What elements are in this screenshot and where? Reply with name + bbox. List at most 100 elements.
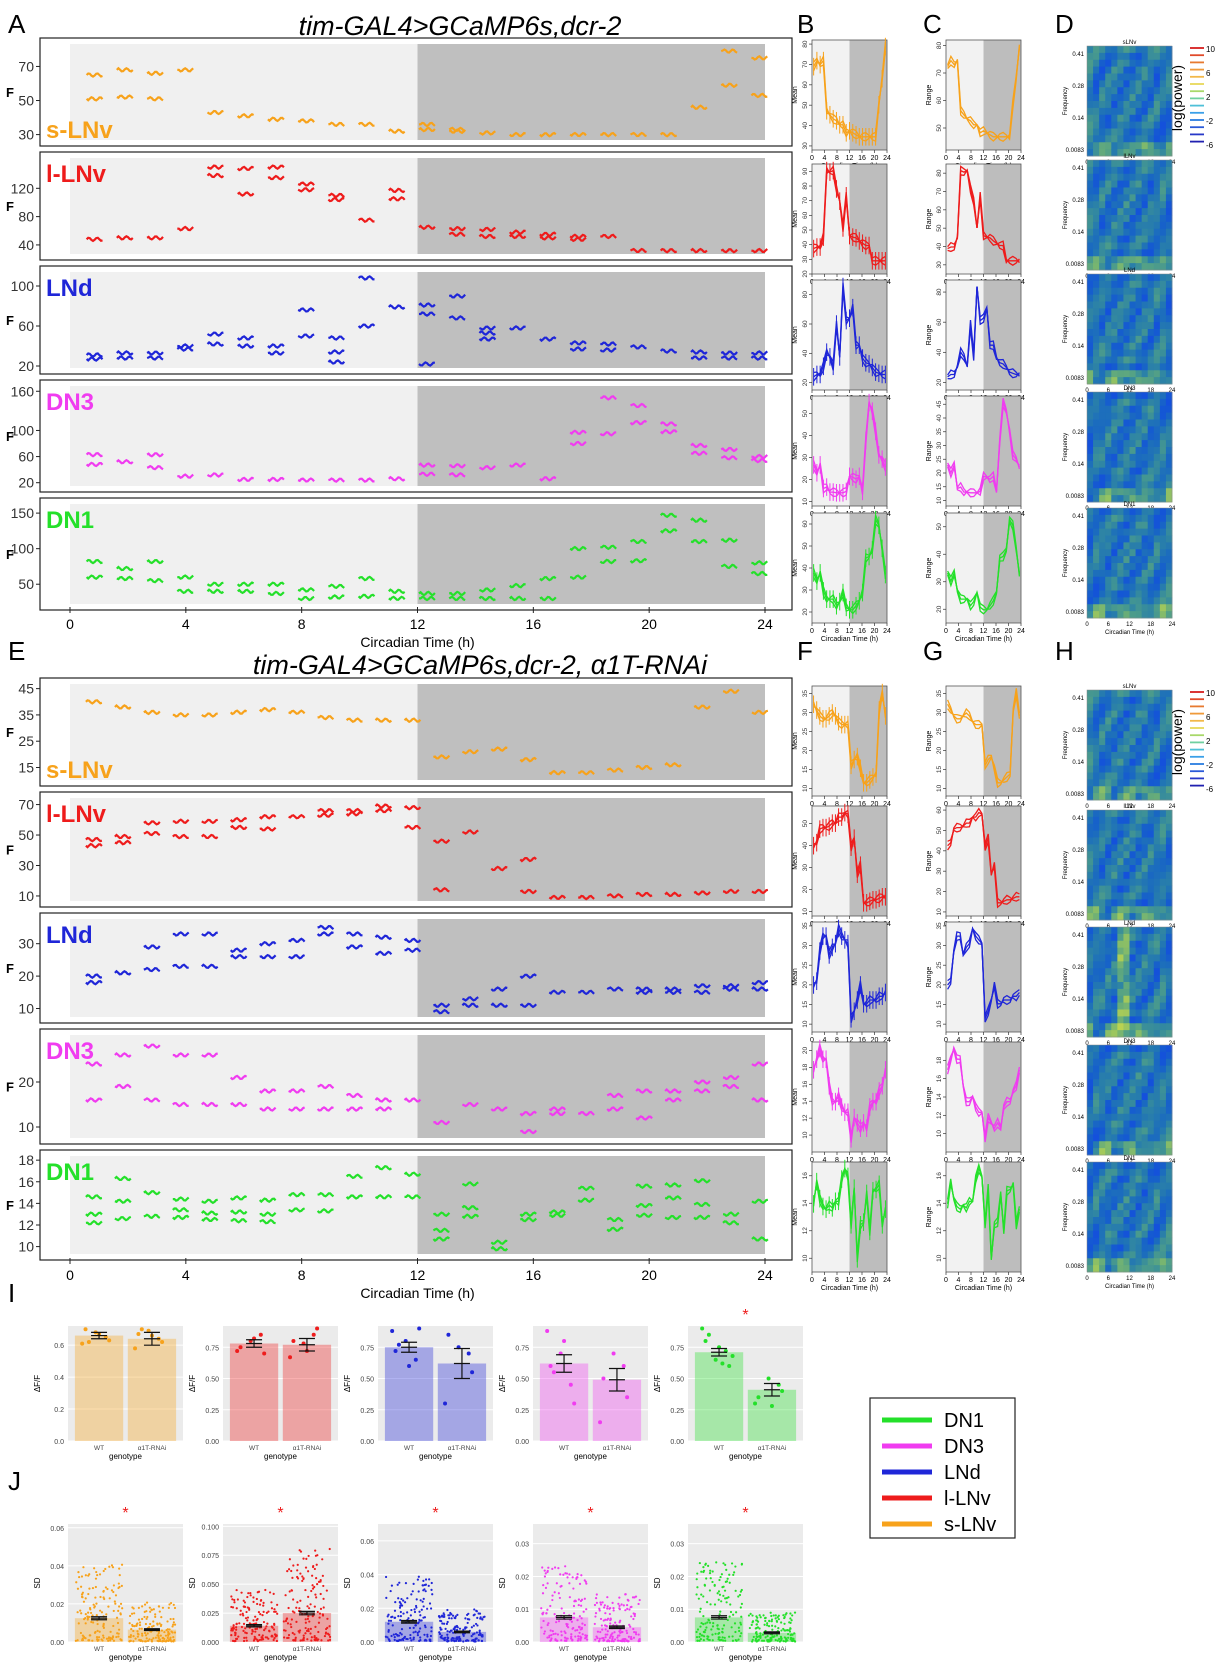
y-axis-label: F [6,547,14,562]
trace-segment [288,813,306,820]
heatmap-cell [1153,440,1161,448]
heatmap-cell [1153,1065,1161,1073]
plot-background [533,1326,648,1441]
heatmap-cell [1087,1230,1094,1239]
trace-segment [659,348,678,354]
data-point [317,1621,321,1624]
x-tick-label: 12 [410,616,426,632]
heatmap-cell [1153,1265,1161,1273]
heatmap-cell [1141,52,1149,61]
heatmap-cell [1117,1134,1124,1142]
data-point [242,1605,246,1608]
heatmap-cell [1141,975,1149,983]
x-tick-label: 0 [1085,388,1089,394]
heatmap-cell [1153,968,1161,976]
x-tick-label: 16 [992,801,1000,808]
data-point [239,1613,242,1616]
heatmap-cell [1093,885,1100,893]
y-tick-label: 0.41 [1072,816,1084,822]
heatmap-cell [1129,1023,1136,1031]
heatmap-cell [1153,885,1161,893]
heatmap-cell [1111,1058,1118,1067]
data-point [464,1617,467,1620]
heatmap-cell [1117,583,1124,591]
heatmap-cell [1117,521,1124,530]
data-point [137,1618,141,1621]
heatmap-cell [1105,576,1112,585]
heatmap-cell [1117,107,1124,116]
data-point [162,1640,166,1643]
heatmap-cell [1123,215,1130,223]
heatmap-cell [1159,563,1167,571]
heatmap-cell [1165,1079,1173,1087]
heatmap-cell [1117,611,1124,619]
dark-phase-shading [417,504,765,604]
heatmap-cell [1099,988,1106,997]
data-point [416,1634,419,1637]
heatmap-cell [1087,335,1094,344]
heatmap-cell [1123,433,1130,441]
heatmap-cell [1099,294,1106,302]
heatmap-cell [1159,1258,1167,1266]
heatmap-cell [1105,280,1112,289]
data-point [152,1608,155,1611]
data-point [426,1607,429,1610]
heatmap-cell [1123,576,1130,585]
heatmap-cell [1147,242,1155,250]
summary-panel-F-s-LNv: 101520253035Mean04812162024Circadian Tim… [792,683,891,816]
trace-segment [328,477,345,483]
heatmap-cell [1111,1134,1118,1142]
heatmap-cell [1093,1210,1100,1218]
data-point [387,1613,390,1616]
y-tick-label: 0.28 [1072,965,1084,971]
heatmap-cell [1147,968,1155,976]
heatmap-cell [1147,426,1155,434]
heatmap-cell [1135,947,1143,955]
data-point [270,1607,274,1610]
heatmap-cell [1153,611,1161,619]
trace-segment [388,588,406,595]
data-point [116,1632,119,1635]
heatmap-cell [1087,793,1094,801]
trace-segment [143,820,161,826]
data-point [250,1632,253,1635]
x-tick-label: 18 [1147,622,1154,628]
data-point [290,1625,293,1629]
heatmap-cell [1159,830,1167,838]
heatmap-cell [1165,201,1173,209]
heatmap-cell [1159,370,1167,378]
data-point [274,1610,277,1613]
heatmap-cell [1159,488,1167,496]
summary-panel-C-s-LNv: 50607080Range04812162024Circadian Time (… [926,39,1025,170]
heatmap-cell [1111,121,1118,129]
heatmap-cell [1159,1223,1167,1232]
heatmap-cell [1165,611,1173,619]
heatmap-cell [1165,927,1173,935]
heatmap-cell [1093,899,1100,907]
heatmap-cell [1141,927,1149,935]
data-point [249,1594,252,1597]
data-point [261,1614,264,1617]
heatmap-cell [1087,1265,1094,1273]
heatmap-cell [1105,1045,1112,1053]
y-tick-label: 0.00 [205,1439,219,1446]
data-point [241,1612,244,1615]
y-tick-label: 70 [18,797,34,813]
y-axis-label: ΔF/F [653,1375,662,1392]
data-point [160,1616,163,1619]
trace-segment [143,709,161,716]
trace-segment [116,458,134,465]
dark-phase-shading [417,272,765,368]
significance-star: * [277,1505,283,1522]
heatmap-cell [1159,508,1167,516]
heatmap-cell [1093,611,1100,619]
y-tick-label: 0.00 [670,1439,684,1446]
heatmap-cell [1129,440,1136,448]
data-point [384,1635,388,1638]
heatmap-cell [1129,215,1136,223]
heatmap-cell [1135,52,1143,61]
bar [74,1335,124,1441]
heatmap-cell [1111,215,1118,223]
heatmap-cell [1117,563,1124,571]
data-point [112,1584,115,1587]
